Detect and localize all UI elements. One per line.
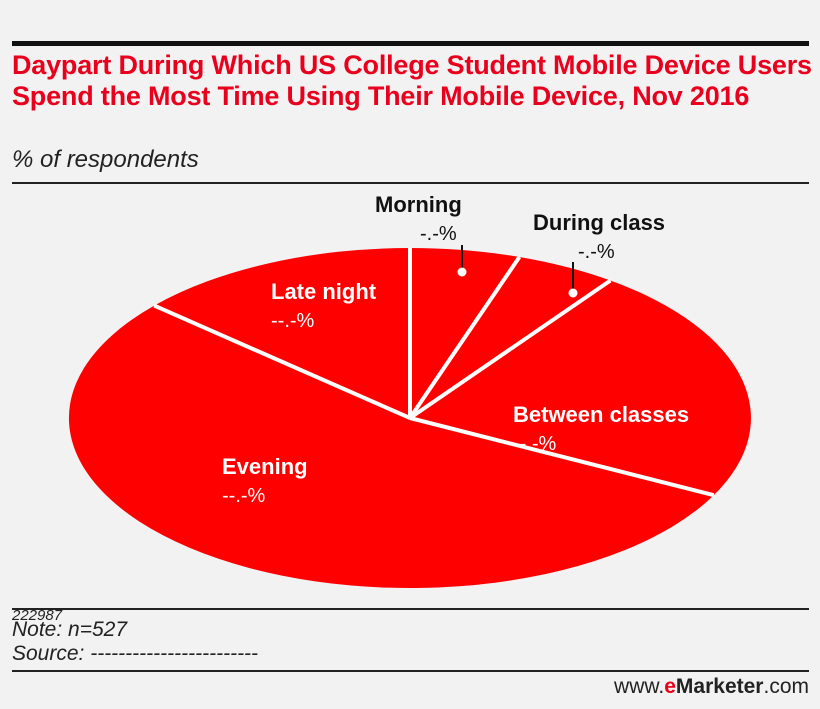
brand-e: e: [664, 675, 676, 698]
label-late-night: Late night: [271, 279, 377, 304]
value-between-classes: --.-%: [513, 433, 557, 455]
brand-prefix: www.: [614, 675, 665, 698]
chart-subtitle: % of respondents: [12, 146, 199, 173]
leader-dot-morning: [457, 267, 467, 277]
slice-divider: [408, 255, 522, 420]
slice-between-classes: [410, 280, 751, 496]
pie-slices: [68, 248, 751, 589]
brand-name: Marketer: [675, 675, 764, 698]
label-during-class: During class: [533, 210, 665, 235]
chart-id: 222987: [12, 607, 63, 624]
brand-suffix: .com: [763, 675, 809, 698]
value-during-class: -.-%: [578, 241, 615, 263]
slice-during-class: [410, 257, 611, 418]
value-evening: --.-%: [222, 485, 266, 507]
note-text: Note: n=527: [12, 618, 128, 641]
slice-divider: [153, 303, 411, 420]
top-rule: [12, 41, 809, 46]
slice-divider: [409, 416, 715, 498]
title-divider: [12, 182, 809, 184]
slice-labels: Morning -.-% During class -.-% Between class…: [222, 192, 689, 507]
chart-title: Daypart During Which US College Student …: [12, 50, 812, 111]
pie-dividers: [153, 248, 715, 498]
value-morning: -.-%: [420, 223, 457, 245]
leader-lines: [457, 245, 578, 298]
brand-link[interactable]: www.eMarketer.com: [614, 675, 809, 699]
label-morning: Morning: [375, 192, 462, 217]
source-text: Source: ------------------------: [12, 642, 259, 665]
slice-evening: [68, 305, 714, 589]
footer-rule: [12, 670, 809, 672]
slice-divider: [408, 278, 612, 420]
slice-late-night: [154, 248, 410, 418]
chart-bottom-rule: [12, 608, 809, 610]
leader-dot-during-class: [568, 288, 578, 298]
label-evening: Evening: [222, 454, 308, 479]
value-late-night: --.-%: [271, 310, 315, 332]
label-between-classes: Between classes: [513, 402, 689, 427]
